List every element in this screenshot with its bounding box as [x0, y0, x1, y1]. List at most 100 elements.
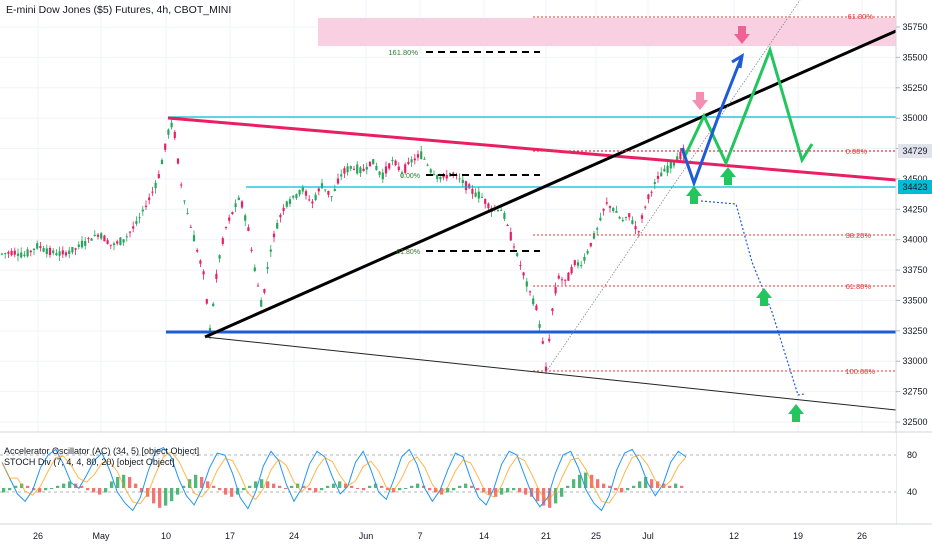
- x-tick-label: 17: [225, 531, 235, 541]
- candle-body: [599, 217, 602, 221]
- ac-bar: [8, 488, 12, 491]
- ac-bar: [26, 485, 30, 488]
- candle-body: [148, 197, 151, 201]
- ac-bar: [2, 488, 6, 493]
- candle-body: [234, 203, 237, 208]
- candle-body: [506, 224, 509, 226]
- candle-body: [308, 199, 311, 201]
- ac-bar: [158, 488, 162, 508]
- y-tick-label: 34000: [902, 235, 927, 245]
- candle-body: [80, 240, 84, 248]
- ac-bar: [578, 474, 582, 488]
- green-up-arrow-2: [720, 167, 736, 185]
- ac-bar: [398, 488, 402, 491]
- candle-body: [666, 165, 669, 173]
- candle-body: [650, 191, 653, 193]
- candle-body: [570, 266, 573, 274]
- y-tick-label: 33250: [902, 326, 927, 336]
- candle-body: [477, 191, 480, 199]
- ac-bar: [500, 488, 504, 495]
- pink-down-arrow-top: [734, 26, 750, 44]
- candle-body: [42, 248, 45, 252]
- candle-body: [656, 175, 660, 179]
- candle-body: [301, 187, 304, 192]
- candle-body: [304, 191, 308, 196]
- bearish-dotted-path[interactable]: [700, 200, 805, 396]
- candle-body: [167, 129, 170, 135]
- candle-body: [228, 217, 231, 221]
- fib-label-61: 61.80%: [846, 282, 872, 291]
- candle-body: [327, 190, 330, 195]
- x-tick-label: Jun: [359, 531, 374, 541]
- candle-body: [269, 249, 272, 252]
- candle-body: [61, 250, 64, 255]
- ac-bar: [32, 488, 36, 491]
- candle-body: [551, 308, 554, 312]
- candle-body: [100, 233, 103, 239]
- candle-body: [276, 222, 279, 229]
- candle-body: [13, 250, 16, 255]
- candle-body: [640, 215, 644, 219]
- ac-bar: [566, 485, 570, 488]
- y-tick-label: 32500: [902, 417, 927, 427]
- ac-bar: [92, 488, 96, 493]
- candle-body: [224, 227, 228, 229]
- candle-body: [32, 248, 36, 251]
- candle-body: [324, 189, 327, 191]
- ac-bar: [494, 488, 498, 497]
- ac-bar: [62, 483, 66, 488]
- ac-bar: [380, 485, 384, 488]
- candle-body: [154, 182, 157, 189]
- candle-body: [522, 272, 525, 276]
- fib-label-161: 161.80%: [388, 48, 418, 57]
- candle-body: [320, 183, 324, 189]
- ac-bar: [284, 488, 288, 489]
- target-zone[interactable]: [318, 18, 896, 46]
- green-up-arrow-1: [686, 186, 702, 204]
- candle-body: [592, 233, 596, 239]
- candle-body: [317, 188, 320, 192]
- ac-bar: [200, 477, 204, 488]
- candle-body: [176, 158, 180, 164]
- candle-body: [384, 166, 388, 174]
- candle-body: [631, 220, 634, 224]
- blue-projection-path[interactable]: [680, 55, 744, 188]
- candle-body: [151, 191, 154, 193]
- candle-body: [141, 209, 144, 212]
- candle-body: [413, 158, 416, 161]
- stoch-k-line: [1, 446, 687, 512]
- candle-body: [583, 256, 586, 261]
- candle-body: [173, 131, 176, 138]
- last-price-label-lower: 34423: [902, 182, 927, 192]
- candle-body: [442, 175, 445, 178]
- candle-body: [103, 235, 106, 242]
- candle-body: [84, 241, 87, 246]
- candle-body: [330, 196, 333, 198]
- ac-bar: [422, 485, 426, 488]
- candle-body: [26, 249, 29, 257]
- candle-body: [359, 167, 362, 174]
- descending-trendline[interactable]: [167, 116, 897, 182]
- lower-channel-line[interactable]: [204, 336, 897, 411]
- x-tick-label: 26: [33, 531, 43, 541]
- candles: [0, 119, 685, 374]
- candle-body: [394, 160, 397, 166]
- candle-body: [244, 215, 247, 221]
- candle-body: [634, 226, 637, 230]
- candle-body: [285, 201, 288, 207]
- candle-body: [189, 226, 192, 228]
- green-projection-path[interactable]: [682, 45, 814, 167]
- candle-body: [512, 246, 516, 248]
- candle-body: [618, 217, 621, 219]
- time-axis[interactable]: 26 May 10 17 24 Jun 7 14 21 25 Jul 12 19 26: [33, 531, 867, 541]
- candle-body: [416, 154, 420, 158]
- candle-body: [116, 241, 119, 244]
- candle-body: [445, 174, 448, 179]
- x-tick-label: 10: [161, 531, 171, 541]
- candle-body: [0, 253, 4, 255]
- candle-body: [615, 211, 618, 213]
- candle-body: [573, 260, 576, 266]
- candle-body: [20, 252, 23, 258]
- ac-bar: [440, 488, 444, 495]
